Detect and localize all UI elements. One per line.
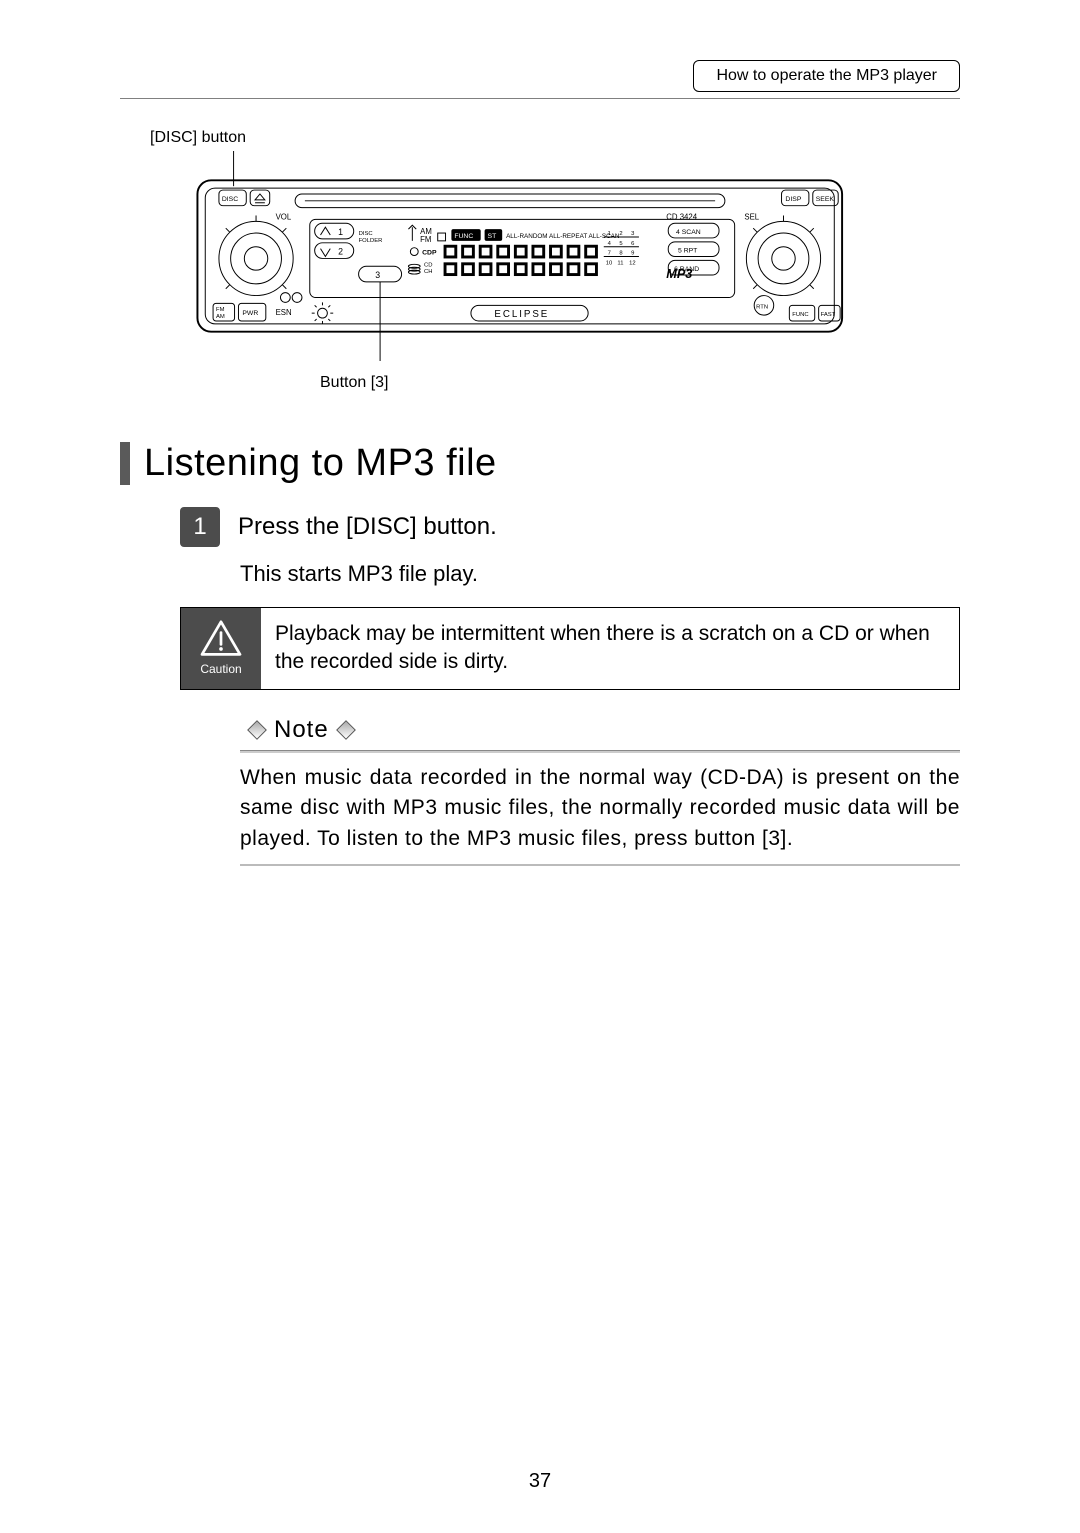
page-number: 37 <box>0 1470 1080 1493</box>
svg-text:FUNC: FUNC <box>454 233 473 240</box>
label-pwr: PWR <box>242 310 258 317</box>
svg-text:ST: ST <box>488 233 498 240</box>
label-disp: DISP <box>785 196 801 203</box>
section-title-row: Listening to MP3 file <box>120 442 960 485</box>
svg-text:5 RPT: 5 RPT <box>678 248 698 255</box>
caution-label: Caution <box>200 662 241 676</box>
svg-text:CD: CD <box>424 262 432 268</box>
label-esn: ESN <box>276 308 292 317</box>
note-heading: Note <box>240 716 960 744</box>
diamond-icon <box>336 720 356 740</box>
step-1-desc: This starts MP3 file play. <box>240 561 960 587</box>
step-1-text: Press the [DISC] button. <box>238 513 497 541</box>
label-cd-model: CD 3424 <box>666 212 697 221</box>
svg-text:11: 11 <box>617 260 623 266</box>
svg-text:5: 5 <box>619 241 623 247</box>
svg-text:CDP: CDP <box>422 250 437 257</box>
label-fm-am: FM <box>216 307 225 313</box>
svg-text:10: 10 <box>606 260 613 266</box>
label-brand: ECLIPSE <box>494 309 549 320</box>
caution-badge: Caution <box>181 608 261 689</box>
callout-button-3: Button [3] <box>320 374 960 392</box>
step-badge-1: 1 <box>180 507 220 547</box>
svg-text:FM: FM <box>420 235 431 244</box>
svg-text:2: 2 <box>338 247 343 257</box>
svg-text:FOLDER: FOLDER <box>359 238 383 244</box>
label-disc: DISC <box>222 196 238 203</box>
svg-text:3: 3 <box>375 270 380 280</box>
svg-text:AM: AM <box>216 314 225 320</box>
svg-text:1: 1 <box>608 231 611 237</box>
svg-text:1: 1 <box>338 227 343 237</box>
note-label: Note <box>274 716 329 744</box>
svg-text:3: 3 <box>631 231 634 237</box>
label-vol: VOL <box>276 212 292 221</box>
caution-box: Caution Playback may be intermittent whe… <box>180 607 960 690</box>
label-rtn: RTN <box>756 304 768 310</box>
svg-text:6: 6 <box>631 241 634 247</box>
label-disc-folder: DISC <box>359 231 374 237</box>
note-body: When music data recorded in the normal w… <box>240 763 960 854</box>
note-divider-top <box>240 750 960 753</box>
svg-text:6 RAND: 6 RAND <box>674 266 699 273</box>
note-divider-bottom <box>240 864 960 866</box>
svg-text:8: 8 <box>619 251 622 257</box>
label-random-line: ALL-RANDOM ALL-REPEAT ALL-SCAN <box>506 233 620 240</box>
step-1: 1 Press the [DISC] button. <box>180 507 960 547</box>
section-title: Listening to MP3 file <box>144 442 497 485</box>
radio-diagram: VOL DISC FM AM PWR ESN <box>120 151 960 366</box>
label-seek: SEEK <box>816 196 835 203</box>
callout-disc-button: [DISC] button <box>150 129 960 147</box>
header: How to operate the MP3 player <box>120 60 960 99</box>
svg-text:2: 2 <box>619 231 622 237</box>
svg-text:4 SCAN: 4 SCAN <box>676 229 701 236</box>
breadcrumb: How to operate the MP3 player <box>693 60 960 92</box>
svg-text:7: 7 <box>608 251 611 257</box>
svg-text:9: 9 <box>631 251 634 257</box>
caution-text: Playback may be intermittent when there … <box>261 608 959 689</box>
title-accent-bar <box>120 442 130 485</box>
label-fast: FAST <box>821 312 836 318</box>
label-sel: SEL <box>744 212 759 221</box>
svg-text:12: 12 <box>629 260 636 266</box>
label-func-r: FUNC <box>792 312 809 318</box>
diamond-icon <box>247 720 267 740</box>
svg-text:CH: CH <box>424 269 432 275</box>
caution-icon <box>199 620 243 658</box>
svg-text:4: 4 <box>608 241 612 247</box>
